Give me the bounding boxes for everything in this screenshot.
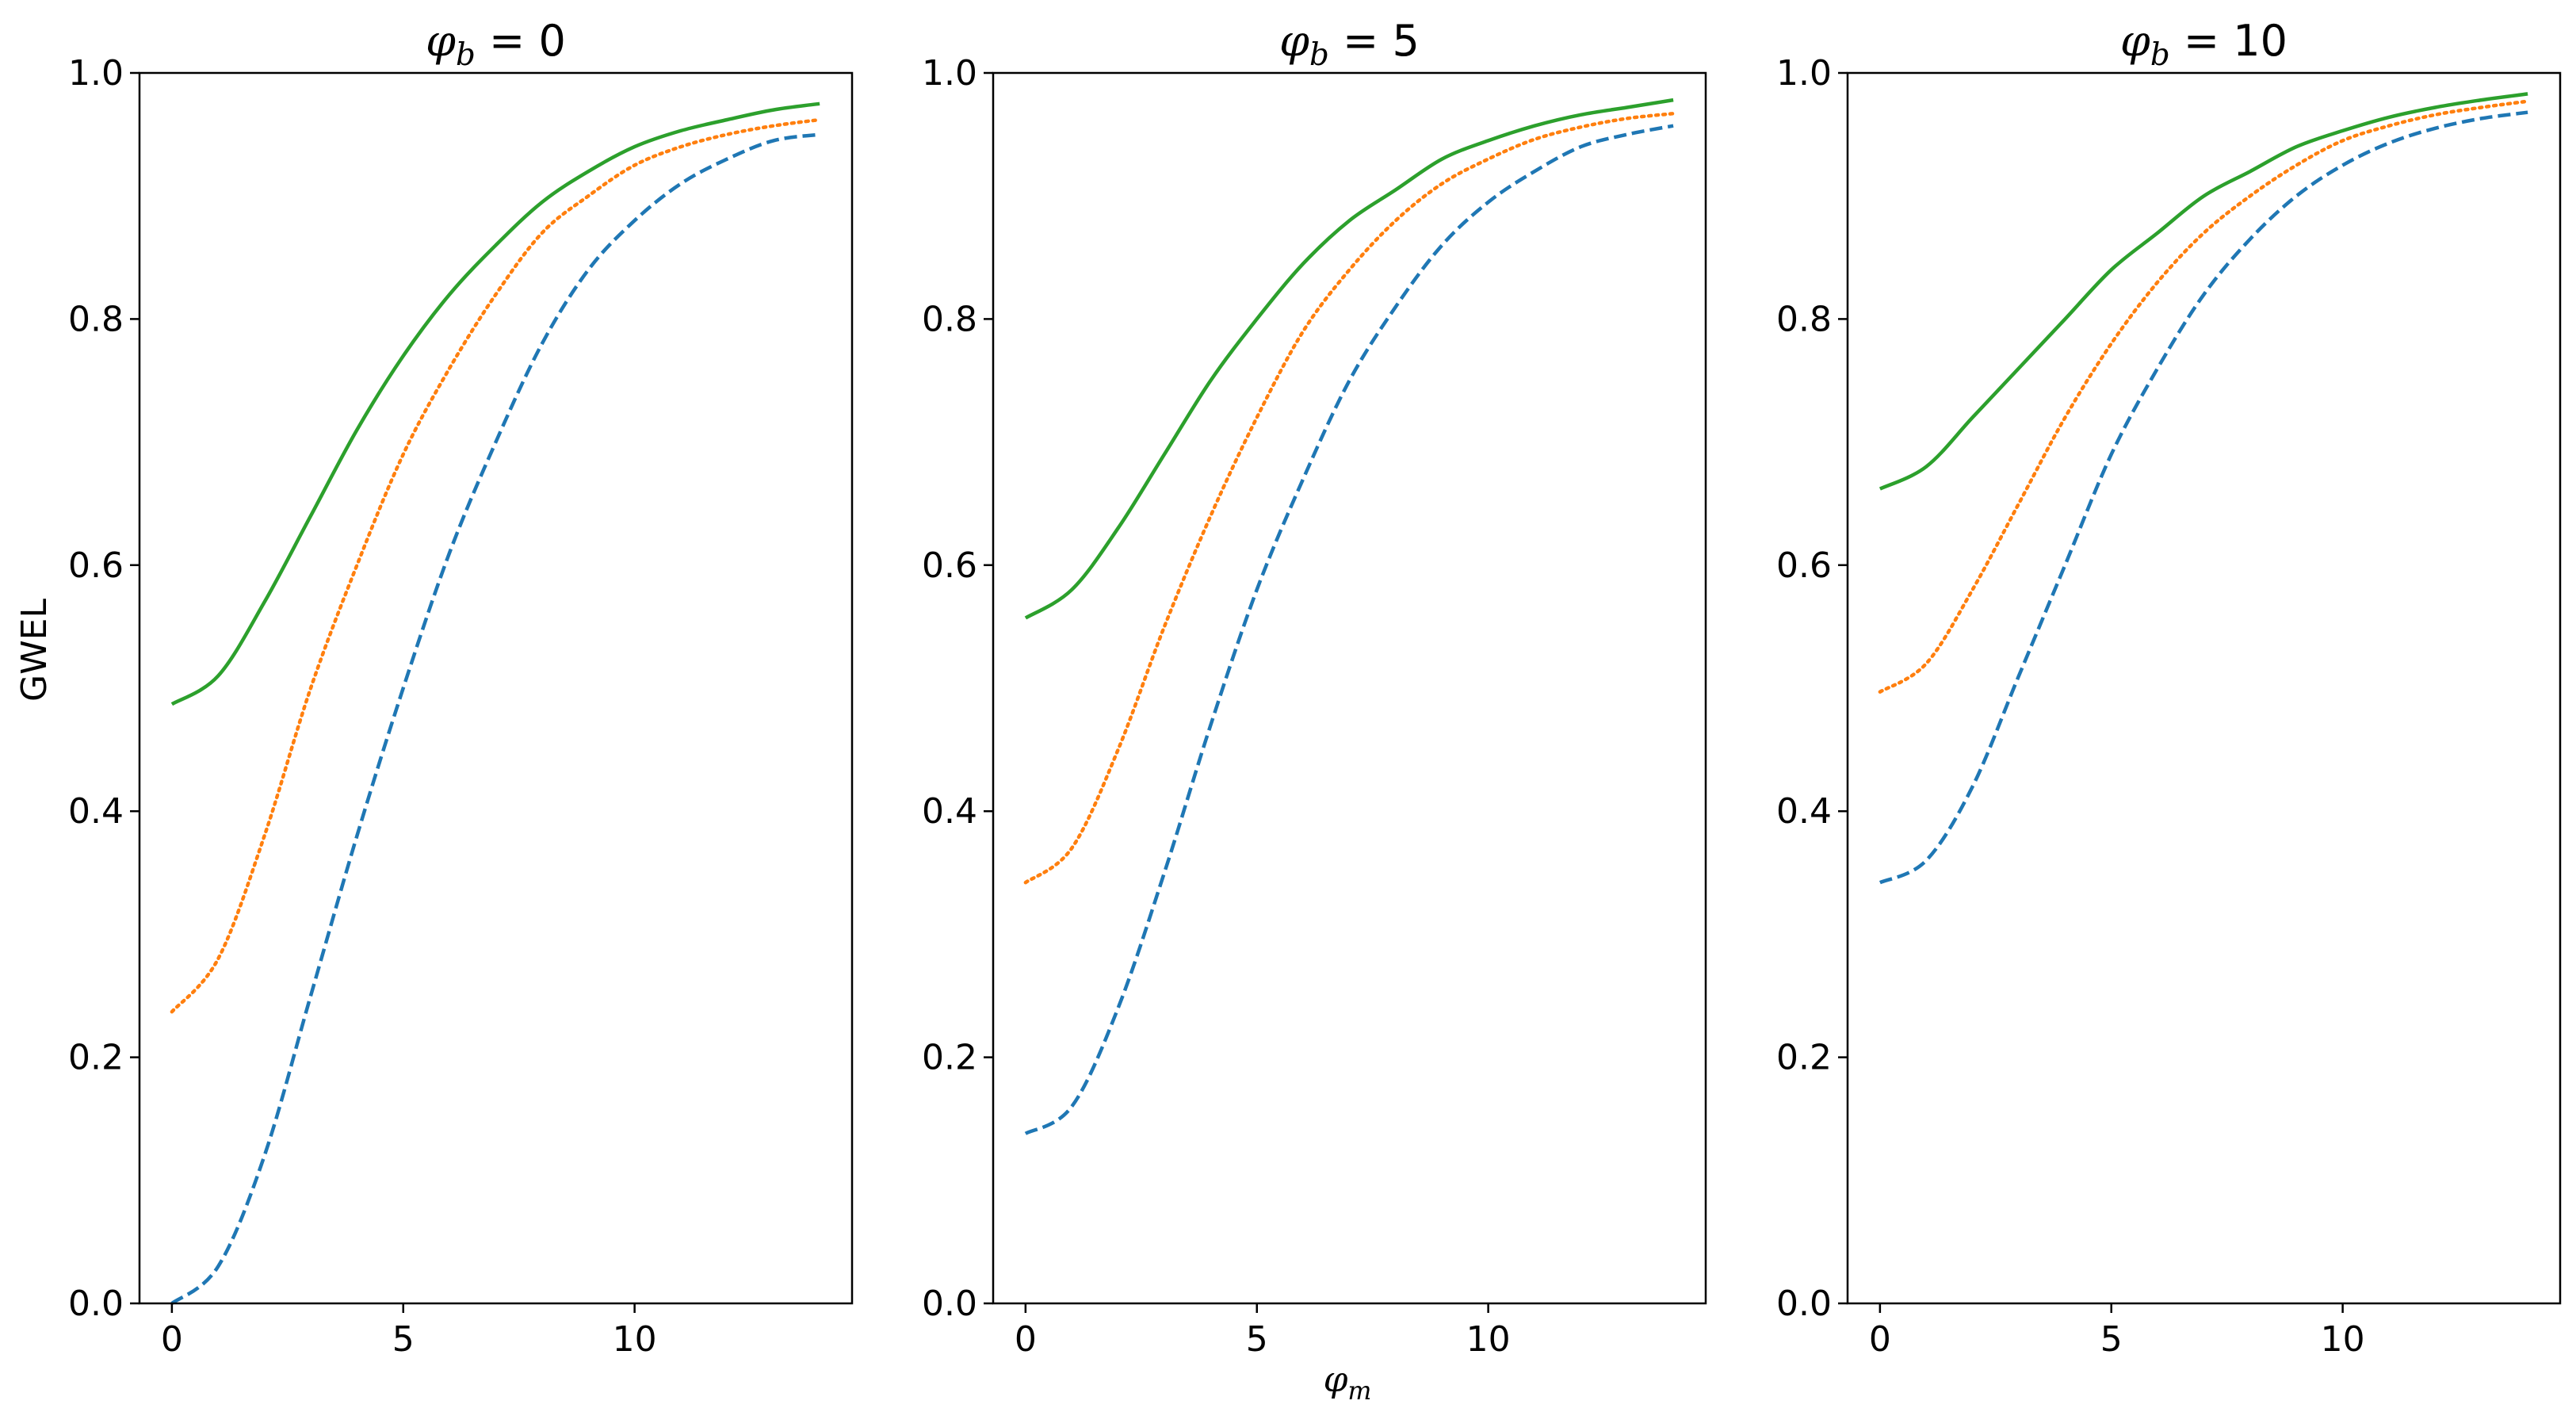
subplot-2: 0.0 0.2 0.4 0.6 0.8 1.0 0 5 10 φb = 5 [922,16,1707,1360]
y-tick-label: 1.0 [1776,53,1832,94]
subplot-3: 0.0 0.2 0.4 0.6 0.8 1.0 0 5 10 φb = 10 [1776,16,2562,1360]
y-tick-label: 0.8 [1776,299,1832,339]
x-tick-label: 10 [613,1319,657,1360]
y-tick-label: 0.2 [68,1038,124,1078]
subplot-title: φb = 10 [2120,16,2287,73]
series-line-dotted [1023,111,1676,885]
y-axis-label: GWEL [14,599,55,702]
y-tick-label: 0.6 [68,545,124,586]
series-line-solid [170,101,820,706]
series-line-dashed [170,132,820,1305]
y-tick-label: 0.0 [68,1284,124,1324]
x-tick-label: 5 [392,1319,415,1360]
y-tick-label: 0.6 [1776,545,1832,586]
subplot-title: φb = 0 [426,16,566,73]
y-tick-label: 0.8 [922,299,977,339]
y-tick-label: 1.0 [922,53,977,94]
y-tick-label: 0.4 [68,791,124,832]
series-line-solid [1024,98,1674,620]
x-tick-label: 10 [1466,1319,1511,1360]
series-line-dotted [1878,99,2530,694]
y-tick-label: 0.0 [922,1284,977,1324]
series-line-dashed [1878,110,2528,885]
x-tick-label: 10 [2321,1319,2365,1360]
y-tick-label: 0.4 [1776,791,1832,832]
axes-frame [1846,71,2562,1305]
series-line-dashed [1024,124,1674,1135]
x-tick-label: 0 [1015,1319,1037,1360]
x-tick-label: 5 [2100,1319,2123,1360]
x-tick-label: 5 [1246,1319,1268,1360]
y-tick-label: 0.2 [922,1038,977,1078]
series-line-solid [1878,92,2528,491]
y-tick-label: 0.8 [68,299,124,339]
y-tick-label: 0.0 [1776,1284,1832,1324]
series-line-dotted [170,117,822,1014]
subplot-1: 0.0 0.2 0.4 0.6 0.8 1.0 0 5 10 φb = 0 [68,16,854,1360]
axes-frame [138,71,854,1305]
subplot-panels: 0.0 0.2 0.4 0.6 0.8 1.0 0 5 10 φb = 0 0.0 0.2 0.4 0.6… [68,16,2562,1360]
y-tick-label: 0.6 [922,545,977,586]
x-axis-label: φm [1324,1360,1372,1406]
y-tick-label: 0.2 [1776,1038,1832,1078]
axes-frame [992,71,1707,1305]
subplot-title: φb = 5 [1279,16,1420,73]
x-tick-label: 0 [1869,1319,1891,1360]
x-tick-label: 0 [161,1319,183,1360]
y-tick-label: 1.0 [68,53,124,94]
y-tick-label: 0.4 [922,791,977,832]
